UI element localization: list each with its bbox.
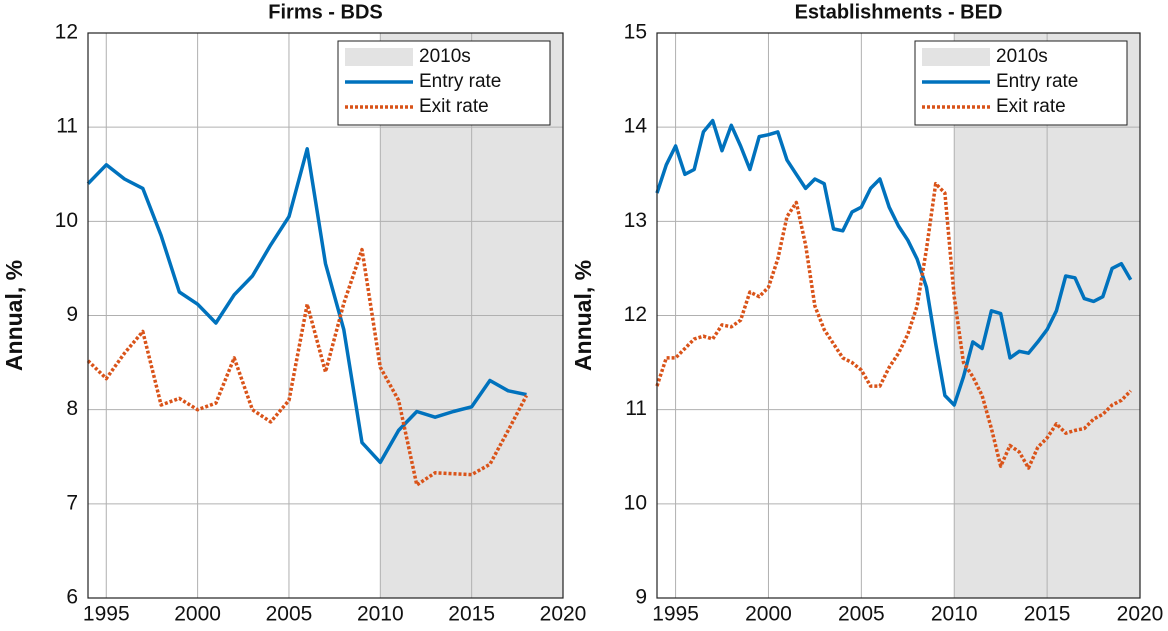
y-tick-label: 13 <box>624 209 647 232</box>
y-tick-label: 10 <box>55 209 78 232</box>
y-tick-label: 8 <box>66 397 78 420</box>
legend-label: 2010s <box>419 46 471 67</box>
y-tick-label: 11 <box>56 115 78 138</box>
y-tick-label: 12 <box>624 303 647 326</box>
series-line <box>655 181 1132 470</box>
y-axis-label: Annual, % <box>1 260 27 371</box>
chart-title: Firms - BDS <box>268 1 382 23</box>
chart-title: Establishments - BED <box>795 1 1003 23</box>
series-line <box>86 147 527 465</box>
x-tick-label: 2010 <box>357 603 404 626</box>
x-tick-label: 2005 <box>266 603 313 626</box>
x-tick-label: 2000 <box>745 603 792 626</box>
y-tick-label: 11 <box>625 397 647 420</box>
legend-label: Entry rate <box>419 71 501 92</box>
y-tick-label: 10 <box>624 491 647 514</box>
y-tick-label: 15 <box>624 21 647 44</box>
axes-box <box>87 32 564 599</box>
x-tick-label: 2020 <box>1117 603 1164 626</box>
axes-box <box>656 32 1141 599</box>
x-tick-label: 2015 <box>448 603 495 626</box>
legend-label: 2010s <box>996 46 1048 67</box>
x-tick-label: 2020 <box>540 603 587 626</box>
y-tick-label: 7 <box>66 491 78 514</box>
y-tick-label: 6 <box>66 586 78 609</box>
y-tick-label: 9 <box>66 303 78 326</box>
legend-label: Entry rate <box>996 71 1078 92</box>
y-tick-label: 14 <box>624 115 648 138</box>
y-tick-label: 9 <box>635 586 647 609</box>
y-axis-label: Annual, % <box>570 260 596 371</box>
x-tick-label: 1995 <box>652 603 699 626</box>
panel: 1995 2000 2005 2010 2015 2020 6 7 8 9 10 11 12 Firms … <box>1 1 586 625</box>
legend-swatch <box>922 48 990 66</box>
series-line <box>655 118 1133 407</box>
legend-swatch <box>345 48 413 66</box>
y-tick-label: 12 <box>55 21 78 44</box>
panel: 1995 2000 2005 2010 2015 2020 9 10 11 12 13 14 15 Est… <box>570 1 1163 625</box>
x-tick-label: 2010 <box>931 603 978 626</box>
legend-label: Exit rate <box>419 96 489 117</box>
legend-label: Exit rate <box>996 96 1066 117</box>
series-line <box>86 247 529 487</box>
x-tick-label: 2005 <box>838 603 885 626</box>
x-tick-label: 2015 <box>1024 603 1071 626</box>
x-tick-label: 2000 <box>174 603 221 626</box>
x-tick-label: 1995 <box>83 603 130 626</box>
